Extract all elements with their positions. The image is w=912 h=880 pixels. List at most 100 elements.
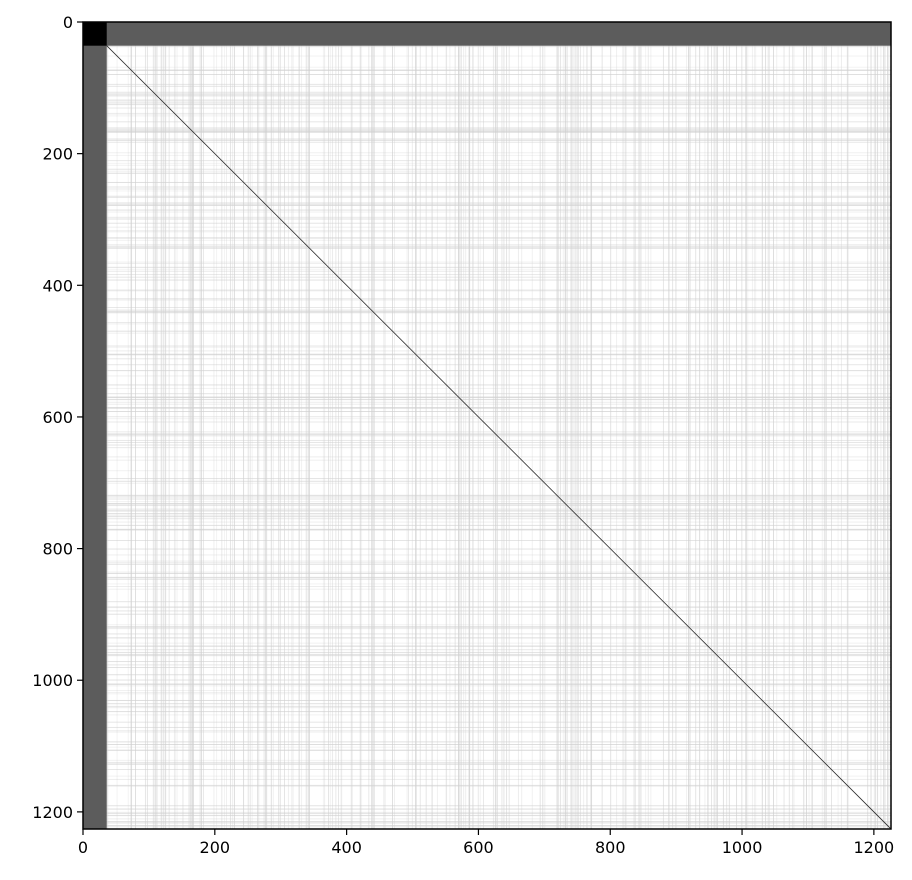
- faint-row-line: [83, 495, 891, 497]
- faint-column-line: [131, 22, 133, 829]
- faint-column-line: [506, 22, 508, 829]
- faint-row-line: [83, 322, 891, 324]
- faint-column-line: [292, 22, 294, 829]
- faint-row-line: [83, 70, 891, 71]
- faint-column-line: [803, 22, 805, 829]
- faint-column-line: [127, 22, 129, 829]
- faint-column-line: [662, 22, 664, 829]
- faint-column-line: [383, 22, 385, 829]
- faint-row-line: [83, 209, 891, 211]
- faint-column-line: [351, 22, 353, 829]
- faint-row-line: [83, 730, 891, 732]
- faint-row-line: [83, 103, 891, 105]
- faint-row-line: [83, 586, 891, 588]
- faint-row-line: [83, 679, 891, 681]
- faint-column-line: [767, 22, 769, 829]
- faint-row-line: [83, 501, 891, 503]
- faint-column-line: [107, 22, 109, 829]
- x-tick-label: 200: [200, 838, 231, 857]
- faint-row-line: [83, 759, 891, 761]
- faint-column-line: [280, 22, 281, 829]
- faint-row-line: [83, 46, 891, 48]
- faint-column-line: [577, 22, 579, 829]
- faint-row-line: [83, 93, 891, 94]
- faint-column-line: [623, 22, 625, 829]
- faint-column-line: [761, 22, 763, 829]
- faint-row-line: [83, 746, 891, 748]
- faint-row-line: [83, 674, 891, 676]
- diagonal-line: [106, 45, 892, 830]
- faint-column-line: [164, 22, 166, 829]
- faint-row-line: [83, 218, 891, 220]
- faint-row-line: [83, 152, 891, 154]
- faint-row-line: [83, 607, 891, 609]
- faint-column-line: [640, 22, 642, 829]
- y-tick-label: 200: [42, 145, 73, 164]
- faint-row-line: [83, 583, 891, 585]
- faint-column-line: [788, 22, 790, 829]
- faint-row-line: [83, 433, 891, 435]
- faint-row-line: [83, 514, 891, 516]
- x-tick-label: 400: [331, 838, 362, 857]
- faint-column-line: [888, 22, 890, 829]
- faint-row-line: [83, 529, 891, 531]
- faint-row-line: [83, 667, 891, 668]
- faint-row-line: [83, 434, 891, 435]
- heatmap-plot-area: [83, 22, 892, 830]
- faint-row-line: [83, 626, 891, 628]
- faint-row-line: [83, 601, 891, 603]
- faint-column-line: [867, 22, 869, 829]
- faint-row-line: [83, 421, 891, 423]
- faint-column-line: [517, 22, 519, 829]
- faint-column-line: [846, 22, 848, 829]
- faint-row-line: [83, 276, 891, 278]
- faint-column-line: [249, 22, 251, 829]
- faint-row-line: [83, 721, 891, 723]
- faint-column-line: [590, 22, 592, 829]
- faint-column-line: [717, 22, 718, 829]
- x-tick-label: 1200: [854, 838, 895, 857]
- faint-column-line: [243, 22, 245, 829]
- faint-row-line: [83, 237, 891, 239]
- faint-column-line: [811, 22, 813, 829]
- faint-row-line: [83, 649, 891, 651]
- faint-row-line: [83, 309, 891, 311]
- y-tick-label: 1200: [32, 803, 73, 822]
- faint-row-line: [83, 55, 891, 57]
- faint-column-line: [350, 22, 352, 829]
- faint-column-line: [270, 22, 272, 829]
- faint-row-line: [83, 524, 891, 526]
- faint-row-line: [83, 195, 891, 197]
- faint-column-line: [564, 22, 566, 829]
- faint-row-line: [83, 387, 891, 389]
- faint-row-line: [83, 825, 891, 826]
- faint-column-line: [591, 22, 593, 829]
- faint-column-line: [586, 22, 588, 829]
- faint-column-line: [458, 22, 459, 829]
- faint-row-line: [83, 503, 891, 505]
- faint-column-line: [330, 22, 332, 829]
- faint-row-line: [83, 222, 891, 224]
- faint-row-line: [83, 699, 891, 701]
- faint-row-line: [83, 307, 891, 308]
- faint-column-line: [192, 22, 194, 829]
- faint-row-line: [83, 561, 891, 563]
- faint-column-line: [503, 22, 505, 829]
- faint-column-line: [307, 22, 309, 829]
- faint-column-line: [521, 22, 523, 829]
- faint-row-line: [83, 226, 891, 228]
- faint-column-line: [776, 22, 778, 829]
- faint-row-line: [83, 323, 891, 325]
- faint-row-line: [83, 613, 891, 615]
- faint-column-line: [477, 22, 479, 829]
- faint-column-line: [668, 22, 670, 829]
- faint-row-line: [83, 685, 891, 687]
- faint-column-line: [638, 22, 640, 829]
- faint-row-line: [83, 230, 891, 231]
- faint-column-line: [193, 22, 194, 829]
- faint-column-line: [695, 22, 697, 829]
- faint-column-line: [144, 22, 146, 829]
- faint-column-line: [368, 22, 370, 829]
- faint-row-line: [83, 121, 891, 123]
- faint-row-line: [83, 655, 891, 657]
